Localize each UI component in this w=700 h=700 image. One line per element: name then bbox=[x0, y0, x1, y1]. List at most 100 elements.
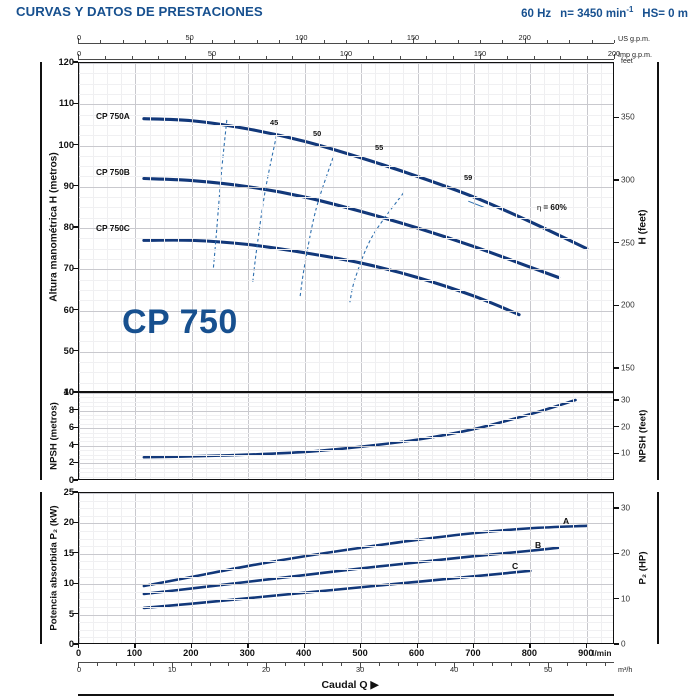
ruler-tick bbox=[115, 663, 117, 666]
axis-tick bbox=[73, 391, 78, 393]
axis-tick bbox=[73, 552, 78, 554]
top-axis-imp-gpm: 0 50 100 150 200 Imp g.p.m. bbox=[77, 48, 652, 62]
ynums-h-tick: 60 bbox=[63, 304, 74, 315]
eta-symbol: η bbox=[537, 203, 542, 212]
power-plot bbox=[78, 492, 614, 644]
ruler-tick bbox=[247, 663, 249, 666]
x-axis-tick-mark bbox=[303, 644, 306, 648]
axis-tick bbox=[73, 102, 78, 104]
ruler-unit: Imp g.p.m. bbox=[618, 50, 652, 59]
head-right-unit: feet bbox=[621, 58, 633, 65]
model-name-watermark: CP 750 bbox=[122, 303, 238, 341]
head-plot-grid bbox=[79, 63, 613, 391]
ruler-tick bbox=[78, 54, 79, 59]
axis-tick bbox=[614, 552, 619, 554]
ruler-tick bbox=[416, 663, 418, 666]
ruler-label: 50 bbox=[207, 49, 217, 58]
ruler-baseline bbox=[78, 43, 614, 44]
ruler-unit: m³/h bbox=[618, 665, 633, 674]
efficiency-eta-leader bbox=[468, 200, 485, 208]
axis-tick bbox=[614, 452, 619, 455]
ruler-tick bbox=[435, 40, 437, 43]
axis-tick bbox=[614, 116, 619, 118]
ruler-tick bbox=[533, 56, 535, 59]
ynums-h-tick: 80 bbox=[63, 222, 74, 232]
axis-tick bbox=[73, 143, 78, 146]
ruler-tick bbox=[585, 663, 587, 666]
axis-tick bbox=[73, 582, 78, 584]
ruler-tick bbox=[122, 40, 124, 43]
efficiency-label-55: 55 bbox=[375, 143, 384, 152]
ruler-unit: US g.p.m. bbox=[618, 34, 650, 43]
ynums-p2-tick: 5 bbox=[68, 608, 74, 619]
ruler-baseline bbox=[78, 662, 614, 663]
efficiency-isoline-59 bbox=[349, 192, 404, 303]
ruler-tick bbox=[190, 663, 192, 666]
ruler-label: 0 bbox=[77, 665, 82, 674]
ruler-baseline bbox=[78, 59, 614, 60]
axis-tick bbox=[73, 226, 78, 228]
ynums-h-r-tick: 200 bbox=[621, 300, 635, 310]
ruler-tick bbox=[413, 38, 414, 43]
axis-tick bbox=[73, 491, 78, 493]
ruler-tick bbox=[506, 56, 508, 59]
operating-conditions: 60 Hz n= 3450 min-1 HS= 0 m bbox=[521, 5, 688, 20]
ruler-tick bbox=[322, 663, 324, 666]
ynums-npsh-tick: 8 bbox=[68, 404, 74, 415]
x-axis-tick-mark bbox=[247, 644, 249, 648]
ynums-p2-tick: 0 bbox=[68, 639, 74, 649]
ruler-tick bbox=[292, 56, 294, 59]
ruler-label: 20 bbox=[261, 665, 271, 674]
ynums-npsh-r-tick: 10 bbox=[621, 448, 631, 458]
x-axis-tick-lmin: 500 bbox=[352, 648, 368, 658]
ruler-tick bbox=[96, 663, 98, 666]
npsh-right-spine bbox=[657, 392, 659, 480]
ruler-label: 40 bbox=[450, 665, 459, 674]
top-axis-us-gpm: 0 50 100 150 200 US g.p.m. bbox=[77, 32, 650, 46]
ruler-label: 50 bbox=[544, 665, 553, 674]
head-y-axis-title-right: H (feet) bbox=[637, 209, 649, 245]
ruler-tick bbox=[303, 663, 305, 666]
ruler-tick bbox=[189, 38, 191, 43]
npsh-plot bbox=[78, 392, 614, 480]
power-right-spine bbox=[657, 492, 659, 644]
ynums-h-tick: 120 bbox=[58, 57, 74, 67]
ynums-h-r-tick: 250 bbox=[621, 238, 635, 248]
npsh-left-spine bbox=[40, 392, 42, 480]
ruler-tick bbox=[368, 40, 370, 43]
ruler-tick bbox=[453, 56, 455, 59]
ruler-tick bbox=[529, 663, 531, 666]
axis-tick bbox=[73, 350, 78, 352]
ruler-tick bbox=[614, 40, 615, 43]
ruler-tick bbox=[104, 56, 106, 59]
speed-value: n= 3450 min bbox=[560, 7, 627, 20]
ruler-tick bbox=[172, 663, 174, 668]
ruler-tick bbox=[587, 56, 589, 59]
axis-tick bbox=[73, 521, 78, 524]
x-axis-tick-lmin: 600 bbox=[408, 648, 425, 658]
efficiency-label-45: 45 bbox=[270, 118, 279, 127]
ruler-tick bbox=[228, 663, 230, 666]
ynums-p2-r-tick: 10 bbox=[621, 594, 631, 604]
bottom-divider bbox=[78, 694, 614, 697]
head-left-spine bbox=[40, 62, 42, 392]
axis-tick bbox=[614, 643, 619, 645]
ruler-tick bbox=[604, 663, 606, 666]
curve-label-cp750c: CP 750C bbox=[96, 223, 130, 233]
ruler-tick bbox=[547, 40, 548, 43]
npsh-y-axis-title-right: NPSH (feet) bbox=[637, 409, 649, 463]
ynums-npsh-tick: 4 bbox=[68, 439, 74, 450]
ruler-tick bbox=[399, 56, 401, 59]
ruler-tick bbox=[153, 663, 155, 666]
x-axis-tick-lmin: 300 bbox=[239, 648, 255, 658]
ruler-tick bbox=[185, 56, 187, 59]
ruler-tick bbox=[435, 663, 437, 666]
ynums-p2-tick: 25 bbox=[63, 487, 74, 497]
ruler-label: 0 bbox=[77, 49, 82, 58]
axis-tick bbox=[614, 304, 619, 307]
axis-tick bbox=[614, 367, 619, 369]
ynums-npsh-r-tick: 30 bbox=[621, 395, 631, 405]
npsh-y-axis-title: NPSH (metros) bbox=[48, 402, 60, 470]
efficiency-label-50: 50 bbox=[313, 129, 322, 138]
ruler-tick bbox=[491, 663, 493, 666]
